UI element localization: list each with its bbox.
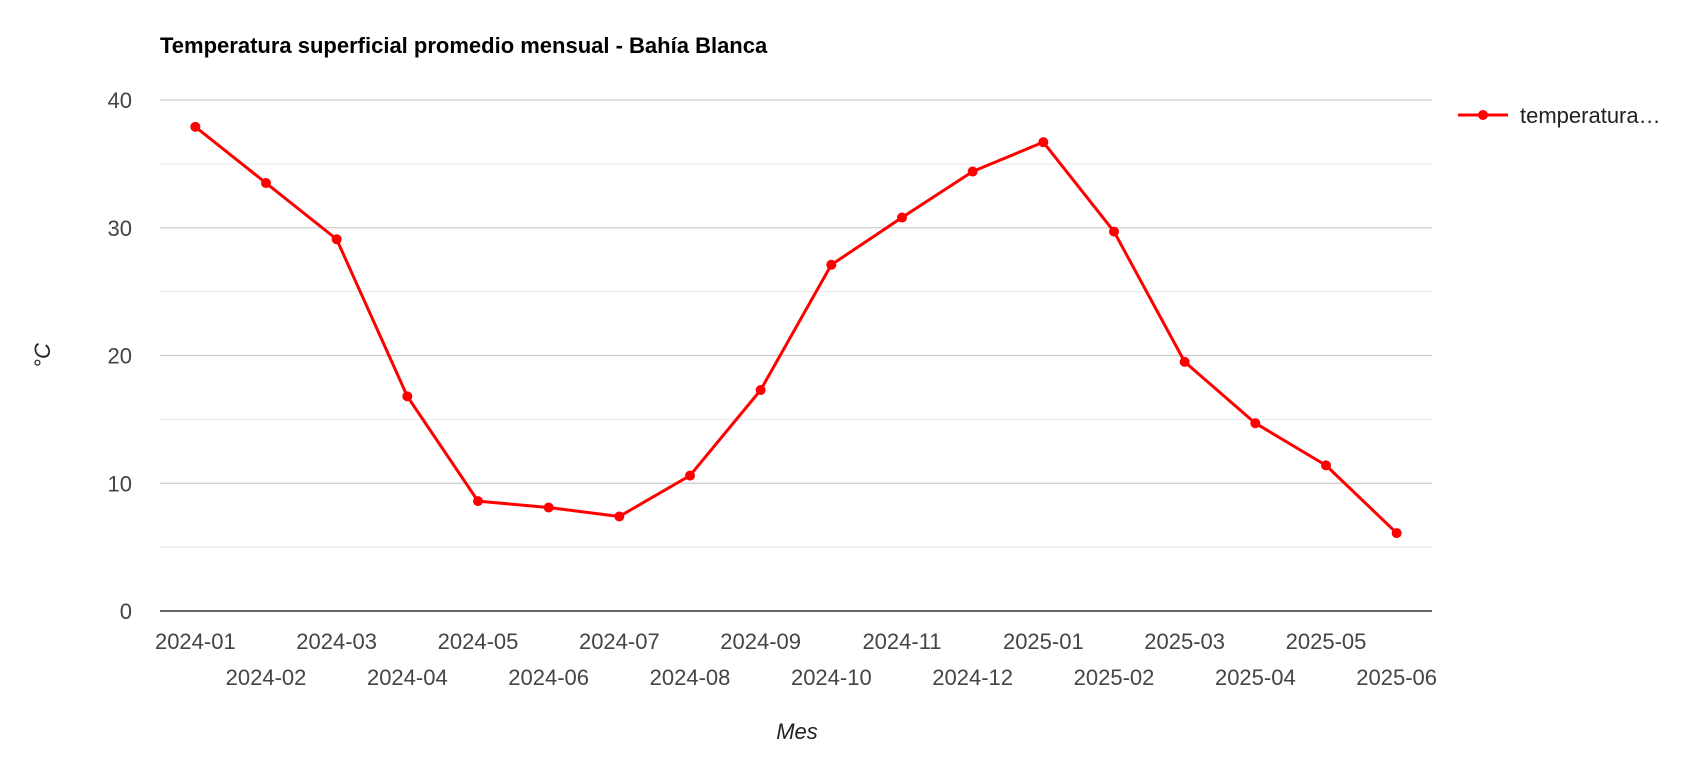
x-axis-ticks: 2024-01 2024-02 2024-03 2024-04 2024-05 2024-…	[155, 629, 1437, 690]
data-point[interactable]	[1038, 137, 1049, 148]
data-point[interactable]	[1250, 418, 1261, 429]
x-tick-label: 2024-04	[367, 665, 448, 690]
series-layer	[190, 121, 1402, 539]
y-tick-label: 40	[108, 88, 132, 113]
y-tick-label: 30	[108, 216, 132, 241]
data-point[interactable]	[897, 212, 907, 223]
y-tick-label: 10	[108, 471, 132, 496]
data-point[interactable]	[1179, 356, 1190, 367]
data-point[interactable]	[261, 178, 271, 189]
x-tick-label: 2025-06	[1356, 665, 1437, 690]
x-tick-label: 2024-11	[862, 629, 941, 654]
data-point[interactable]	[826, 259, 837, 270]
x-tick-label: 2024-12	[932, 665, 1013, 690]
x-tick-label: 2024-05	[438, 629, 519, 654]
x-tick-label: 2025-01	[1003, 629, 1084, 654]
data-point[interactable]	[190, 121, 201, 132]
data-point[interactable]	[543, 502, 554, 513]
data-point[interactable]	[1109, 226, 1119, 237]
y-axis-title: °C	[30, 343, 55, 368]
data-point[interactable]	[1391, 528, 1402, 539]
legend-label[interactable]: temperatura…	[1520, 103, 1661, 128]
data-point[interactable]	[473, 496, 483, 507]
data-point[interactable]	[967, 166, 978, 177]
x-tick-label: 2024-10	[791, 665, 872, 690]
data-point[interactable]	[402, 391, 413, 402]
chart-title: Temperatura superficial promedio mensual…	[160, 33, 768, 58]
x-tick-label: 2024-06	[508, 665, 589, 690]
grid	[160, 99, 1432, 548]
x-tick-label: 2024-09	[720, 629, 801, 654]
x-tick-label: 2024-07	[579, 629, 660, 654]
x-tick-label: 2024-08	[650, 665, 731, 690]
data-point[interactable]	[1321, 460, 1331, 471]
data-point[interactable]	[755, 384, 766, 395]
x-tick-label: 2024-02	[226, 665, 307, 690]
x-tick-label: 2024-03	[296, 629, 377, 654]
x-tick-label: 2024-01	[155, 629, 236, 654]
x-tick-label: 2025-03	[1144, 629, 1225, 654]
x-tick-label: 2025-02	[1074, 665, 1155, 690]
x-tick-label: 2025-05	[1286, 629, 1367, 654]
y-tick-label: 0	[120, 599, 132, 624]
x-tick-label: 2025-04	[1215, 665, 1296, 690]
data-point[interactable]	[614, 511, 625, 522]
legend[interactable]: temperatura…	[1458, 103, 1661, 128]
data-point[interactable]	[331, 234, 342, 245]
legend-marker	[1478, 110, 1488, 120]
y-axis-ticks: 0 10 20 30 40	[108, 88, 132, 624]
y-tick-label: 20	[108, 344, 132, 369]
x-axis-title: Mes	[776, 719, 818, 744]
series-line	[194, 125, 1398, 535]
data-point[interactable]	[685, 470, 695, 481]
series-temperatura	[190, 121, 1402, 539]
